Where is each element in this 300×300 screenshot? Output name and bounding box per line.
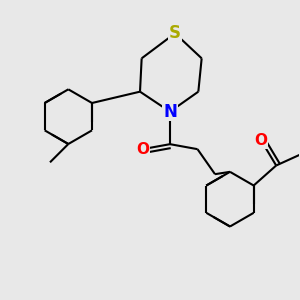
Text: N: N <box>163 103 177 121</box>
Text: S: S <box>169 24 181 42</box>
Text: O: O <box>255 133 268 148</box>
Text: O: O <box>136 142 149 157</box>
